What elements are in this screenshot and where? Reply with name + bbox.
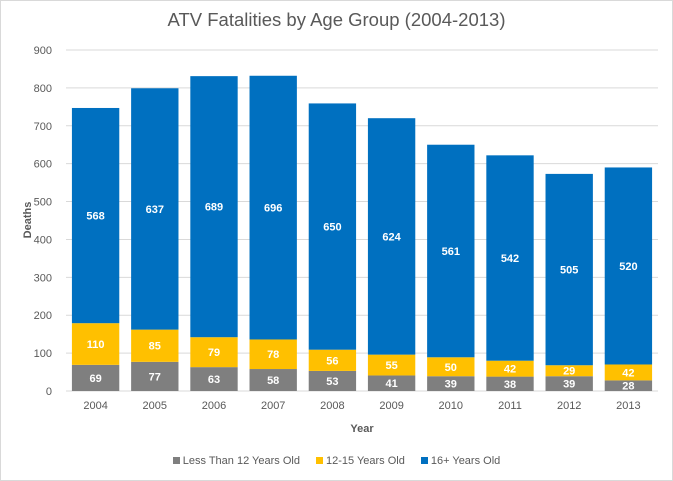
x-tick-label: 2013 xyxy=(616,400,640,412)
x-tick-label: 2010 xyxy=(439,400,463,412)
data-label: 39 xyxy=(445,379,457,391)
x-tick-label: 2012 xyxy=(557,400,581,412)
y-tick-label: 600 xyxy=(34,159,52,171)
x-tick-label: 2007 xyxy=(261,400,285,412)
bar-segment xyxy=(190,76,238,338)
bar-segment xyxy=(604,364,653,381)
y-tick-label: 200 xyxy=(34,310,52,322)
data-label: 42 xyxy=(504,364,516,376)
y-tick-label: 400 xyxy=(34,234,52,246)
data-label: 689 xyxy=(205,202,223,214)
data-label: 542 xyxy=(501,253,519,265)
data-label: 53 xyxy=(326,376,338,388)
data-label: 79 xyxy=(208,347,220,359)
data-label: 55 xyxy=(385,360,397,372)
bar-segment xyxy=(249,75,297,340)
bar-segment xyxy=(131,88,179,330)
data-label: 58 xyxy=(267,375,279,387)
data-label: 110 xyxy=(87,339,105,351)
x-axis-title: Year xyxy=(350,423,374,435)
bar-segment xyxy=(486,155,534,361)
x-tick-label: 2008 xyxy=(320,400,344,412)
x-tick-labels: 2004 2005 2006 2007 2008 2009 2010 2011 2012 2013 xyxy=(83,400,640,412)
data-label: 38 xyxy=(504,379,516,391)
data-label: 42 xyxy=(622,367,634,379)
bar-segment xyxy=(131,329,179,362)
y-tick-label: 900 xyxy=(34,45,52,57)
legend-item: 12-15 Years Old xyxy=(315,455,405,467)
x-tick-label: 2006 xyxy=(202,400,226,412)
x-tick-label: 2005 xyxy=(143,400,167,412)
data-label: 50 xyxy=(445,362,457,374)
data-label: 561 xyxy=(442,246,460,258)
data-label: 78 xyxy=(267,349,279,361)
bars xyxy=(71,75,653,391)
chart-title: ATV Fatalities by Age Group (2004-2013) xyxy=(167,9,506,30)
bar-segment xyxy=(249,369,297,391)
data-label: 69 xyxy=(89,373,101,385)
x-tick-label: 2004 xyxy=(83,400,107,412)
bar-segment xyxy=(604,167,653,365)
data-label: 568 xyxy=(86,211,104,223)
y-tick-label: 700 xyxy=(34,121,52,133)
bar-segment xyxy=(71,323,120,365)
y-tick-label: 100 xyxy=(34,348,52,360)
bar-segment xyxy=(308,103,357,350)
bar-segment xyxy=(545,365,593,377)
bar-segment xyxy=(486,360,534,377)
legend-item: 16+ Years Old xyxy=(420,455,501,467)
data-label: 29 xyxy=(563,366,575,378)
legend-swatch xyxy=(315,457,323,464)
legend-label: 12-15 Years Old xyxy=(325,455,405,467)
data-labels: 69 110 568 77 85 637 63 79 689 58 78 696 53 56 650 41 55… xyxy=(86,202,637,393)
bar-segment xyxy=(71,107,120,324)
legend-swatch xyxy=(420,457,428,464)
y-axis-title: Deaths xyxy=(22,202,34,239)
bar-segment xyxy=(545,376,593,391)
bar-segment xyxy=(71,364,120,391)
bar-segment xyxy=(367,354,416,376)
data-label: 505 xyxy=(560,265,578,277)
bar-segment xyxy=(427,376,475,391)
x-tick-label: 2011 xyxy=(498,400,522,412)
data-label: 650 xyxy=(323,222,341,234)
legend: Less Than 12 Years Old 12-15 Years Old 16+… xyxy=(0,455,673,467)
data-label: 41 xyxy=(385,378,397,390)
y-tick-label: 0 xyxy=(46,386,52,398)
y-tick-label: 500 xyxy=(34,197,52,209)
data-label: 56 xyxy=(326,355,338,367)
legend-swatch xyxy=(172,457,180,464)
bar-segment xyxy=(427,357,475,377)
bar-segment xyxy=(190,337,238,368)
bar-segment xyxy=(131,361,179,391)
legend-label: 16+ Years Old xyxy=(430,455,501,467)
bar-segment xyxy=(427,144,475,358)
data-label: 520 xyxy=(619,261,637,273)
bar-segment xyxy=(249,339,297,370)
y-tick-label: 800 xyxy=(34,83,52,95)
data-label: 85 xyxy=(149,341,161,353)
data-label: 624 xyxy=(382,231,401,243)
data-label: 696 xyxy=(264,203,282,215)
bar-segment xyxy=(545,173,593,366)
data-label: 637 xyxy=(146,204,164,216)
bar-segment xyxy=(308,349,357,371)
y-tick-label: 300 xyxy=(34,272,52,284)
bar-segment xyxy=(367,375,416,391)
data-label: 39 xyxy=(563,379,575,391)
bar-segment xyxy=(367,118,416,355)
bar-segment xyxy=(190,367,238,391)
legend-item: Less Than 12 Years Old xyxy=(172,455,300,467)
legend-label: Less Than 12 Years Old xyxy=(182,455,300,467)
data-label: 28 xyxy=(622,381,634,393)
bar-segment xyxy=(604,380,653,391)
data-label: 77 xyxy=(149,371,161,383)
data-label: 63 xyxy=(208,374,220,386)
x-tick-label: 2009 xyxy=(379,400,403,412)
bar-segment xyxy=(308,370,357,391)
y-tick-labels: 0 100 200 300 400 500 600 700 800 900 xyxy=(34,45,52,398)
bar-segment xyxy=(486,376,534,391)
